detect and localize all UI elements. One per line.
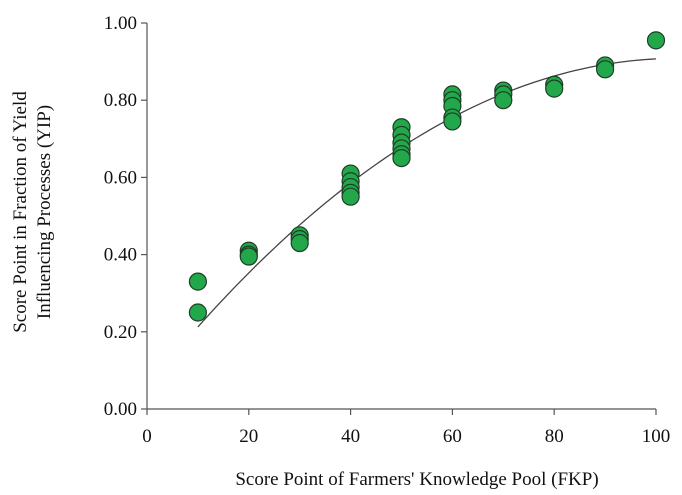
- data-point: [188, 272, 207, 291]
- data-point: [188, 303, 207, 322]
- x-tick-label: 100: [642, 426, 671, 447]
- data-point: [290, 233, 309, 253]
- y-axis-title-line-1: Score Point in Fraction of Yield: [10, 91, 31, 333]
- x-tick-label: 0: [142, 426, 152, 447]
- y-tick-label: 0.40: [104, 245, 137, 266]
- x-tick-label: 60: [443, 426, 462, 447]
- y-tick-label: 1.00: [104, 13, 137, 34]
- data-point: [595, 60, 615, 79]
- x-axis-title: Score Point of Farmers' Knowledge Pool (…: [235, 469, 598, 490]
- data-point: [646, 31, 666, 50]
- data-point: [239, 247, 258, 266]
- data-point: [545, 79, 564, 98]
- data-point: [341, 187, 360, 206]
- x-tick-label: 80: [545, 426, 564, 447]
- y-tick-label: 0.00: [104, 399, 137, 420]
- data-point: [392, 149, 411, 168]
- data-point: [494, 91, 513, 110]
- trend-line: [197, 58, 657, 328]
- y-axis-title: Score Point in Fraction of Yield Influen…: [10, 91, 55, 333]
- x-tick-label: 20: [239, 426, 258, 447]
- y-tick-label: 0.60: [104, 167, 137, 188]
- y-axis-title-line-2: Influencing Processes (YIP): [34, 105, 55, 319]
- y-tick-label: 0.80: [104, 90, 137, 111]
- x-tick-label: 40: [341, 426, 360, 447]
- y-tick-label: 0.20: [104, 322, 137, 343]
- data-point: [443, 112, 462, 131]
